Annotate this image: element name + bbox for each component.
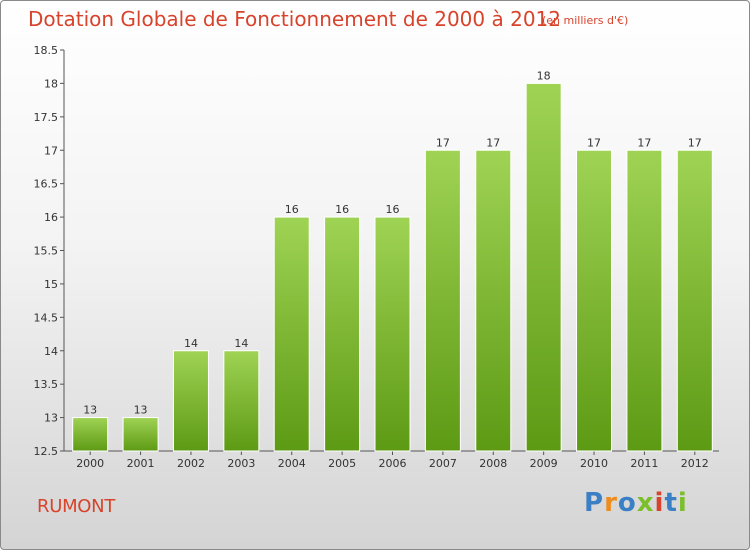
bar-2008 [475, 149, 512, 452]
x-tick-label: 2006 [379, 457, 407, 470]
logo-letter: x [636, 488, 655, 518]
y-tick-label: 13 [44, 412, 58, 425]
x-tick-label: 2003 [227, 457, 255, 470]
bar-2004 [273, 216, 310, 452]
logo-letter: P [584, 488, 605, 518]
bar-2005 [324, 216, 361, 452]
bar-2001 [122, 417, 159, 452]
bar-2003 [223, 350, 260, 452]
bar-2007 [424, 149, 461, 452]
bar-value-label: 17 [688, 136, 702, 149]
x-tick-label: 2011 [630, 457, 658, 470]
y-tick-label: 14.5 [34, 311, 59, 324]
bar-value-label: 18 [537, 69, 551, 82]
bar-2000 [72, 417, 109, 452]
x-tick-label: 2010 [580, 457, 608, 470]
y-axis: 12.5 13 13.5 14 14.5 15 15.5 16 16.5 17 17.5 18 18.5 [34, 44, 65, 458]
bar-value-label: 17 [587, 136, 601, 149]
x-tick-label: 2008 [479, 457, 507, 470]
bar-2009 [525, 82, 562, 452]
logo-letter: i [677, 488, 688, 518]
bar-2010 [576, 149, 613, 452]
x-tick-label: 2012 [681, 457, 709, 470]
y-tick-label: 15.5 [34, 245, 59, 258]
bar-value-label: 16 [386, 203, 400, 216]
y-tick-label: 17 [44, 144, 58, 157]
y-tick-label: 15 [44, 278, 58, 291]
bar-2012 [676, 149, 713, 452]
bar-value-label: 13 [83, 404, 97, 417]
x-tick-label: 2004 [278, 457, 306, 470]
bar-value-label: 17 [637, 136, 651, 149]
bar-2011 [626, 149, 663, 452]
y-tick-label: 14 [44, 345, 58, 358]
y-tick-label: 12.5 [34, 445, 59, 458]
y-tick-label: 17.5 [34, 111, 59, 124]
bar-value-label: 16 [335, 203, 349, 216]
bar-value-label: 14 [184, 337, 198, 350]
y-tick-label: 16.5 [34, 178, 59, 191]
logo-letter: t [664, 488, 678, 518]
bar-value-label: 17 [436, 136, 450, 149]
proxiti-logo[interactable]: Proxiti [584, 488, 688, 518]
bar-value-label: 14 [234, 337, 248, 350]
y-tick-label: 18.5 [34, 44, 59, 57]
x-tick-label: 2009 [530, 457, 558, 470]
logo-letter: i [654, 488, 665, 518]
chart-title: Dotation Globale de Fonctionnement de 20… [28, 7, 561, 31]
bar-value-label: 17 [486, 136, 500, 149]
logo-letter: o [617, 488, 637, 518]
x-tick-label: 2002 [177, 457, 205, 470]
bar-2002 [172, 350, 209, 452]
logo-letter: r [604, 488, 618, 518]
bar-2006 [374, 216, 411, 452]
bars: 13 13 14 14 16 16 16 17 17 18 17 17 17 [72, 69, 713, 452]
x-tick-label: 2007 [429, 457, 457, 470]
x-tick-label: 2001 [127, 457, 155, 470]
bar-value-label: 16 [285, 203, 299, 216]
x-tick-label: 2000 [76, 457, 104, 470]
x-tick-label: 2005 [328, 457, 356, 470]
chart-subtitle: (en milliers d'€) [542, 14, 629, 27]
commune-name: RUMONT [37, 496, 116, 517]
y-tick-label: 16 [44, 211, 58, 224]
bar-value-label: 13 [134, 404, 148, 417]
y-tick-label: 13.5 [34, 378, 59, 391]
x-axis: 2000 2001 2002 2003 2004 2005 2006 2007 2008 2009… [64, 450, 719, 470]
y-tick-label: 18 [44, 77, 58, 90]
